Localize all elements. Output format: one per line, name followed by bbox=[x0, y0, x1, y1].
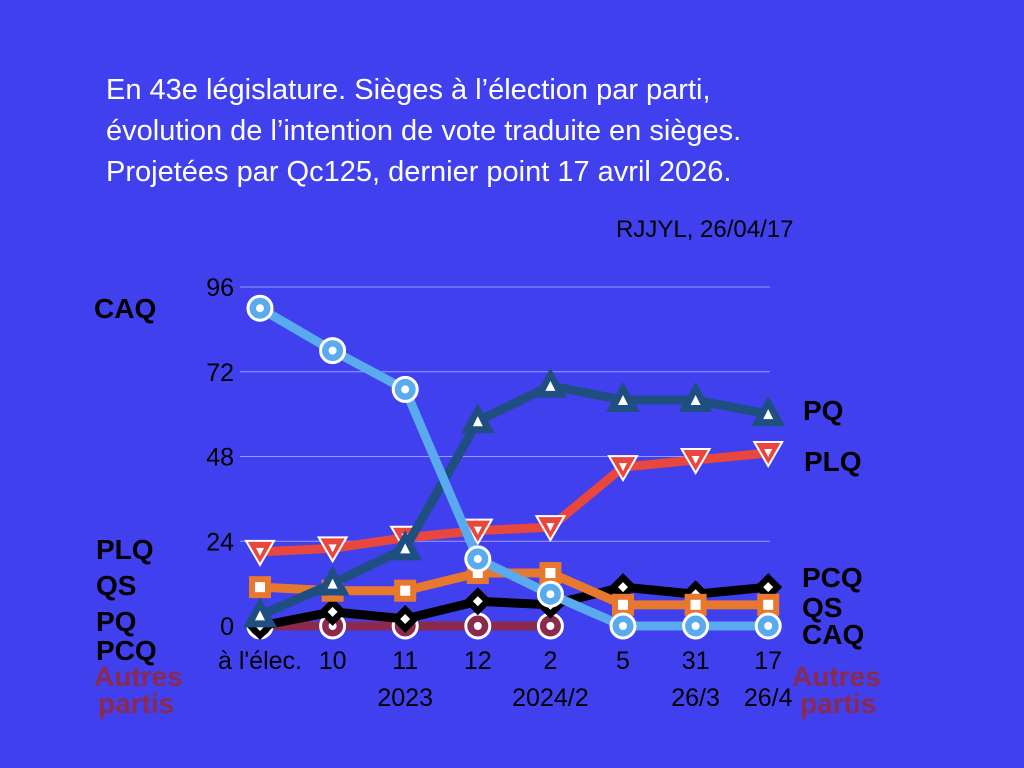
data-point-center bbox=[473, 526, 482, 535]
data-point-center bbox=[764, 622, 773, 630]
y-tick-label: 72 bbox=[206, 359, 234, 387]
data-point-center bbox=[545, 568, 556, 579]
y-tick-label: 96 bbox=[206, 274, 234, 302]
title-line: évolution de l’intention de vote traduit… bbox=[106, 115, 742, 147]
left-series-label: PCQ bbox=[96, 635, 157, 666]
data-point-center bbox=[690, 395, 701, 405]
data-point-center bbox=[401, 385, 410, 394]
right-series-label: PQ bbox=[803, 395, 843, 426]
series-pq bbox=[243, 367, 786, 628]
left-series-label: CAQ bbox=[94, 293, 156, 324]
data-point-center bbox=[256, 547, 264, 556]
x-group-label: 2024/2 bbox=[512, 684, 588, 712]
data-point-center bbox=[545, 380, 556, 391]
data-point-center bbox=[400, 543, 411, 554]
left-series-label: partis bbox=[98, 688, 174, 719]
data-point-center bbox=[256, 304, 264, 313]
data-point-center bbox=[472, 568, 483, 579]
data-point-center bbox=[691, 456, 700, 465]
series-line bbox=[255, 448, 773, 557]
y-tick-label: 24 bbox=[206, 528, 234, 556]
data-point-center bbox=[618, 582, 628, 593]
data-point-center bbox=[400, 585, 411, 596]
x-tick-label: 2 bbox=[543, 647, 557, 675]
data-point-center bbox=[255, 582, 265, 593]
title-line: Projetées par Qc125, dernier point 17 av… bbox=[106, 156, 732, 188]
x-tick-label: 31 bbox=[682, 647, 710, 675]
data-point-center bbox=[690, 599, 701, 610]
data-point-center bbox=[473, 622, 482, 630]
x-tick-label: à l'élec. bbox=[218, 647, 302, 675]
left-series-label: PQ bbox=[96, 606, 136, 637]
data-point-center bbox=[546, 523, 555, 532]
right-series-label: CAQ bbox=[802, 619, 864, 650]
data-point-center bbox=[472, 596, 483, 607]
right-series-label: partis bbox=[800, 688, 876, 719]
data-point-center bbox=[327, 606, 338, 617]
data-point-center bbox=[619, 622, 627, 630]
series-plq bbox=[244, 440, 784, 567]
series-caq bbox=[246, 294, 782, 640]
data-point-center bbox=[328, 346, 337, 355]
data-point-center bbox=[472, 416, 483, 427]
data-point-center bbox=[763, 599, 774, 610]
data-point-center bbox=[546, 622, 555, 630]
right-series-label: PCQ bbox=[802, 562, 863, 593]
x-group-label: 2023 bbox=[377, 684, 433, 712]
credit-label: RJJYL, 26/04/17 bbox=[616, 216, 794, 243]
right-series-label: QS bbox=[802, 592, 842, 623]
data-point-center bbox=[546, 590, 555, 599]
x-tick-label: 11 bbox=[392, 647, 418, 675]
x-group-label: 26/4 bbox=[744, 684, 793, 712]
data-point-center bbox=[763, 582, 774, 593]
series-pcq bbox=[246, 573, 783, 640]
right-series-label: PLQ bbox=[804, 446, 862, 477]
left-series-label: QS bbox=[96, 570, 136, 601]
data-point-center bbox=[473, 554, 482, 563]
title-line: En 43e législature. Sièges à l’élection … bbox=[106, 74, 711, 106]
data-point-center bbox=[328, 544, 337, 553]
x-tick-label: 12 bbox=[464, 647, 492, 675]
left-series-label: Autres bbox=[94, 661, 183, 692]
x-tick-label: 5 bbox=[616, 647, 630, 675]
x-tick-label: 17 bbox=[754, 647, 782, 675]
left-series-label: PLQ bbox=[96, 534, 154, 565]
y-tick-label: 48 bbox=[206, 444, 234, 472]
chart-title: En 43e législature. Sièges à l’élection … bbox=[106, 70, 741, 193]
data-point-center bbox=[255, 610, 265, 621]
right-series-label: Autres bbox=[792, 661, 881, 692]
data-point-center bbox=[763, 409, 774, 420]
data-point-center bbox=[618, 599, 628, 610]
data-point-center bbox=[764, 448, 773, 457]
data-point-center bbox=[691, 622, 700, 630]
data-point-center bbox=[619, 463, 627, 472]
x-group-label: 26/3 bbox=[671, 684, 720, 712]
x-tick-label: 10 bbox=[319, 647, 347, 675]
series-line bbox=[255, 381, 773, 620]
data-point-center bbox=[400, 613, 411, 624]
data-point-center bbox=[618, 395, 628, 405]
y-tick-label: 0 bbox=[220, 613, 234, 641]
data-point-center bbox=[328, 622, 337, 630]
data-point-center bbox=[327, 578, 338, 589]
